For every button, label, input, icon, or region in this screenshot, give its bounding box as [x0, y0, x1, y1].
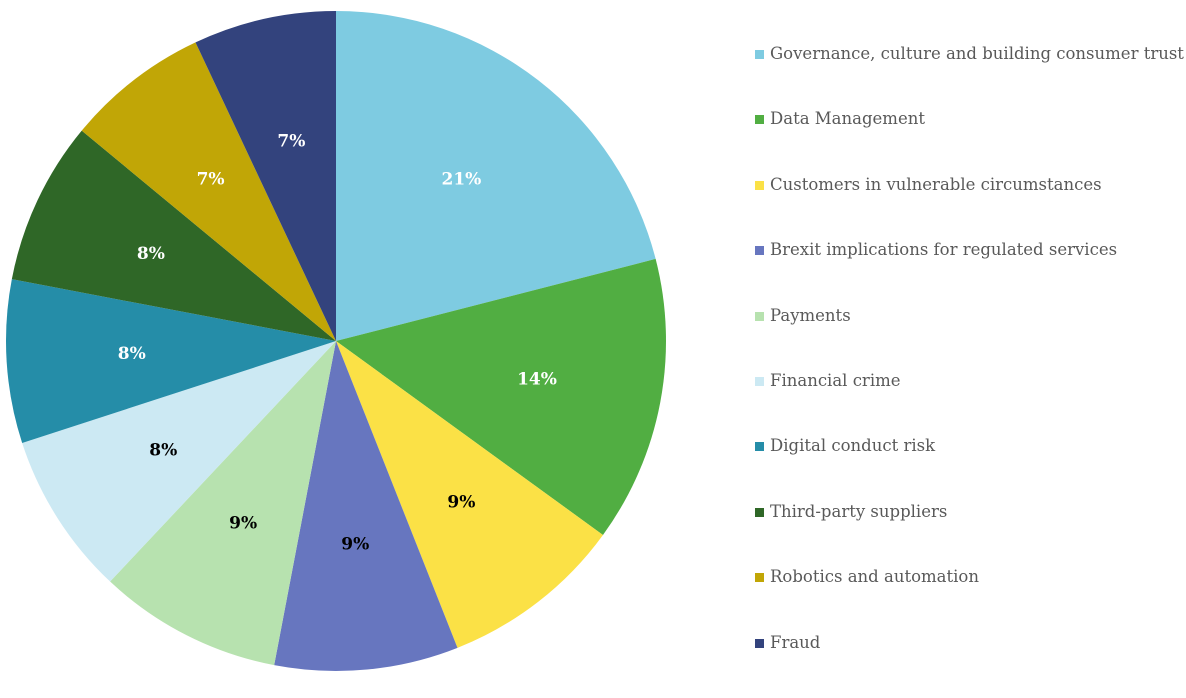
- pie-slice-2: [336, 258, 666, 535]
- legend-swatch: [755, 376, 764, 386]
- slice-data-label-4: 9%: [341, 535, 369, 555]
- pie-slice-3: [336, 341, 603, 648]
- legend-swatch: [755, 180, 764, 190]
- legend-label: Governance, culture and building consume…: [770, 44, 1184, 63]
- legend-label: Data Management: [770, 109, 925, 129]
- legend-swatch: [755, 115, 764, 125]
- legend-item: Payments: [755, 306, 1184, 371]
- legend-item: Third-party suppliers: [755, 502, 1184, 567]
- slice-data-label-9: 7%: [197, 169, 225, 189]
- legend-item: Data Management: [755, 109, 1184, 174]
- legend-swatch: [755, 507, 764, 517]
- legend-item: Customers in vulnerable circumstances: [755, 175, 1184, 240]
- legend-swatch: [755, 311, 764, 321]
- legend-label: Brexit implications for regulated servic…: [770, 240, 1118, 260]
- chart-legend: Governance, culture and building consume…: [755, 44, 1184, 698]
- legend-swatch: [755, 638, 764, 648]
- pie-slice-5: [110, 341, 336, 666]
- pie-slice-7: [5, 279, 336, 443]
- slice-data-label-7: 8%: [118, 344, 146, 364]
- pie-slice-1: [336, 11, 656, 341]
- slice-data-label-1: 21%: [441, 169, 481, 189]
- legend-item: Governance, culture and building consume…: [755, 44, 1184, 109]
- legend-label: Customers in vulnerable circumstances: [770, 174, 1102, 194]
- legend-item: Digital conduct risk: [755, 436, 1184, 501]
- legend-label: Financial crime: [770, 370, 901, 390]
- legend-item: Fraud: [755, 633, 1184, 698]
- legend-swatch: [755, 246, 764, 256]
- legend-label: Robotics and automation: [770, 567, 979, 587]
- legend-item: Financial crime: [755, 371, 1184, 436]
- legend-swatch: [755, 573, 764, 583]
- legend-swatch: [755, 50, 764, 59]
- legend-label: Fraud: [770, 632, 821, 652]
- pie-slice-10: [195, 11, 336, 341]
- slice-data-label-2: 14%: [517, 369, 557, 389]
- pie-chart: 21% 14% 9% 9% 9% 8% 8% 8% 7% 7%: [5, 11, 666, 671]
- pie-slice-9: [81, 42, 337, 341]
- slice-data-label-8: 8%: [137, 244, 165, 264]
- slice-data-label-6: 8%: [149, 441, 177, 461]
- legend-label: Third-party suppliers: [770, 501, 948, 521]
- legend-label: Digital conduct risk: [770, 436, 936, 456]
- legend-item: Robotics and automation: [755, 567, 1184, 632]
- legend-item: Brexit implications for regulated servic…: [755, 240, 1184, 305]
- legend-swatch: [755, 442, 764, 452]
- slice-data-label-3: 9%: [447, 493, 475, 513]
- slice-data-label-5: 9%: [229, 513, 257, 533]
- pie-slice-6: [22, 341, 337, 582]
- pie-slice-4: [274, 341, 458, 671]
- pie-slice-8: [11, 130, 336, 341]
- legend-label: Payments: [770, 305, 851, 325]
- slice-data-label-10: 7%: [277, 131, 305, 151]
